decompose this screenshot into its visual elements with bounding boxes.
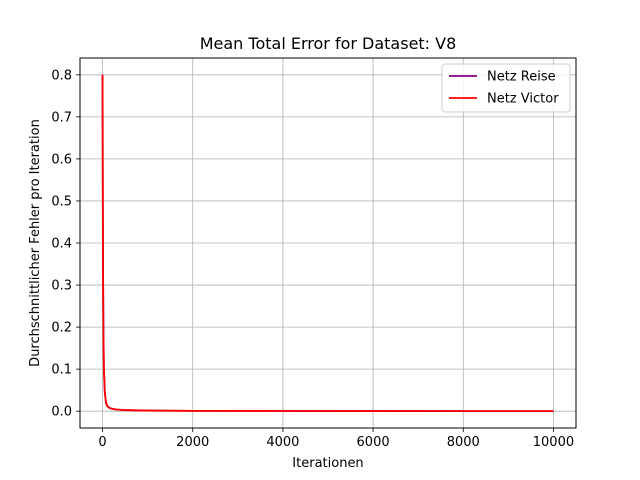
y-tick-label: 0.3	[51, 279, 72, 294]
y-tick-label: 0.4	[51, 237, 72, 252]
y-tick-label: 0.6	[51, 152, 72, 167]
legend: Netz Reise Netz Victor	[441, 63, 571, 113]
y-tick-label: 0.5	[51, 194, 72, 209]
y-tick-label: 0.2	[51, 321, 72, 336]
legend-label-netz-victor: Netz Victor	[487, 92, 559, 107]
x-tick-label: 8000	[447, 435, 480, 450]
x-tick-label: 10000	[533, 435, 574, 450]
y-tick-label: 0.1	[51, 363, 72, 378]
chart-title: Mean Total Error for Dataset: V8	[200, 34, 457, 53]
x-tick-label: 4000	[266, 435, 299, 450]
y-tick-label: 0.7	[51, 110, 72, 125]
x-axis-ticks: 0 2000 4000 6000 8000 10000	[98, 428, 574, 450]
legend-label-netz-reise: Netz Reise	[487, 70, 556, 85]
x-tick-label: 0	[98, 435, 106, 450]
series-lines	[101, 74, 554, 413]
x-tick-label: 6000	[357, 435, 390, 450]
x-axis-label: Iterationen	[292, 456, 363, 471]
y-tick-label: 0.8	[51, 68, 72, 83]
grid-lines	[80, 58, 576, 428]
y-axis-ticks: 0.0 0.1 0.2 0.3 0.4 0.5 0.6 0.7 0.8	[51, 68, 80, 420]
x-tick-label: 2000	[176, 435, 209, 450]
y-tick-label: 0.0	[51, 405, 72, 420]
y-axis-label: Durchschnittlicher Fehler pro Iteration	[28, 119, 43, 367]
series-line-netz-victor	[101, 74, 554, 413]
